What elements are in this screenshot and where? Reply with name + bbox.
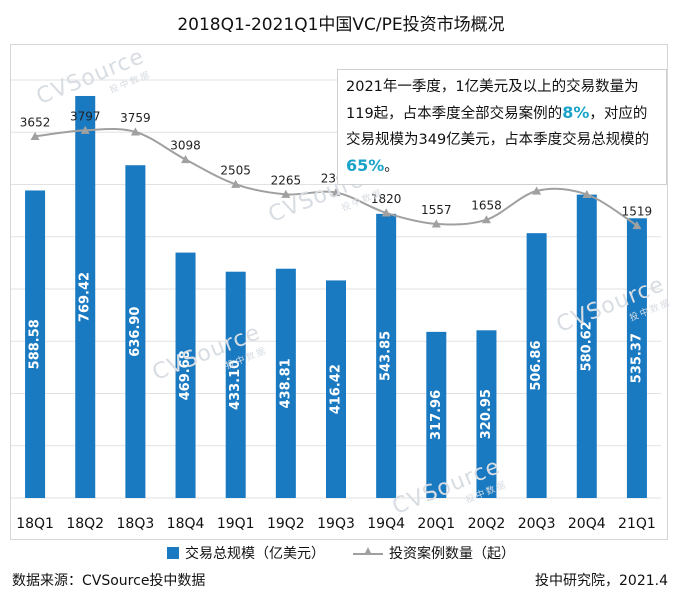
bar-value-label: 506.86	[529, 340, 544, 390]
bar-21Q1	[626, 218, 647, 499]
annotation-text: 2021年一季度，1亿美元及以上的交易数量为119起，占本季度全部交易案例的	[346, 79, 639, 122]
bar-20Q4	[576, 194, 597, 499]
x-tick-label: 18Q4	[167, 516, 205, 532]
line-point-18Q3	[130, 127, 140, 136]
bar-value-label: 317.96	[429, 390, 444, 440]
line-point-20Q1	[431, 219, 441, 228]
legend-item-line: 投资案例数量（起）	[353, 543, 515, 563]
bar-value-label: 416.42	[329, 364, 344, 414]
line-value-label: 3759	[120, 111, 151, 125]
line-point-18Q4	[181, 155, 191, 164]
legend-bar-label: 交易总规模（亿美元）	[185, 546, 325, 562]
bar-value-label: 433.10	[228, 360, 243, 410]
line-point-18Q1	[30, 131, 40, 140]
bar-value-label: 543.85	[379, 331, 394, 381]
line-point-19Q2	[281, 189, 291, 198]
annotation-highlight-count-share: 8%	[562, 103, 590, 122]
source-note: 数据来源：CVSource投中数据	[12, 573, 206, 589]
line-value-label: 3797	[70, 109, 101, 123]
x-tick-label: 19Q2	[267, 516, 305, 532]
legend: 交易总规模（亿美元） 投资案例数量（起）	[0, 543, 682, 563]
line-point-19Q4	[381, 208, 391, 217]
legend-bar-swatch	[167, 547, 179, 559]
bar-value-label: 636.90	[128, 307, 143, 357]
bar-19Q4	[376, 213, 397, 498]
bar-value-label: 769.42	[78, 272, 93, 322]
x-tick-label: 19Q3	[317, 516, 355, 532]
x-tick-label: 20Q4	[568, 516, 606, 532]
x-tick-label: 19Q1	[217, 516, 255, 532]
x-tick-label: 18Q1	[16, 516, 54, 532]
line-value-label: 1519	[622, 205, 653, 219]
line-value-label: 2505	[220, 163, 251, 177]
annotation-highlight-value-share: 65%	[346, 156, 385, 175]
x-tick-label: 18Q3	[117, 516, 155, 532]
line-point-21Q1	[632, 221, 642, 230]
line-point-20Q2	[481, 215, 491, 224]
x-axis-tick-labels: 18Q1 18Q2 18Q3 18Q4 19Q1 19Q2 19Q3 19Q4 20Q1 20Q2…	[16, 516, 656, 532]
chart-svg: 588.58 769.42 636.90 469.68 433.10 438.81 416.…	[11, 79, 661, 532]
bar-value-label: 580.62	[579, 321, 594, 371]
line-point-19Q1	[231, 179, 241, 188]
x-tick-label: 19Q4	[367, 516, 405, 532]
bar-value-label: 438.81	[278, 358, 293, 408]
org-note: 投中研究院，2021.4	[535, 573, 668, 589]
x-tick-label: 20Q1	[417, 516, 455, 532]
bar-18Q3	[125, 165, 146, 498]
bar-value-label: 469.68	[178, 350, 193, 400]
bar-value-label: 320.95	[479, 389, 494, 439]
line-value-label: 1658	[471, 199, 502, 213]
annotation-text: ，对应的交易规模为349亿美元，占本季度交易总规模的	[346, 106, 650, 148]
line-point-18Q2	[80, 125, 90, 134]
bar-18Q2	[75, 95, 96, 498]
line-point-20Q4	[582, 189, 592, 199]
x-tick-label: 20Q3	[518, 516, 556, 532]
bar-19Q1	[225, 271, 246, 498]
bar-series: 588.58 769.42 636.90 469.68 433.10 438.81 416.…	[25, 95, 647, 499]
bar-19Q2	[275, 268, 296, 498]
chart-title: 2018Q1-2021Q1中国VC/PE投资市场概况	[177, 15, 505, 35]
legend-line-label: 投资案例数量（起）	[389, 546, 515, 562]
annotation-box: 2021年一季度，1亿美元及以上的交易数量为119起，占本季度全部交易案例的8%…	[337, 69, 667, 185]
line-point-19Q3	[331, 187, 341, 197]
bar-20Q1	[426, 331, 447, 498]
bar-19Q3	[326, 280, 346, 498]
bar-value-label: 535.37	[629, 333, 644, 383]
line-point-20Q3	[532, 186, 542, 195]
line-value-label: 3098	[170, 139, 201, 153]
bar-18Q1	[25, 190, 46, 498]
bar-value-label: 588.58	[28, 319, 43, 369]
line-value-label: 3652	[20, 115, 51, 129]
legend-line-swatch	[353, 546, 383, 560]
annotation-text: 。	[384, 159, 399, 175]
bar-20Q2	[476, 330, 497, 498]
line-value-label: 1820	[371, 192, 402, 206]
bar-20Q3	[526, 233, 547, 498]
x-tick-label: 18Q2	[66, 516, 104, 532]
legend-item-bar: 交易总规模（亿美元）	[167, 543, 325, 563]
bar-18Q4	[175, 252, 196, 498]
line-value-label: 1557	[421, 203, 452, 217]
x-tick-label: 21Q1	[618, 516, 656, 532]
line-value-label: 2265	[271, 173, 302, 187]
x-tick-label: 20Q2	[468, 516, 506, 532]
